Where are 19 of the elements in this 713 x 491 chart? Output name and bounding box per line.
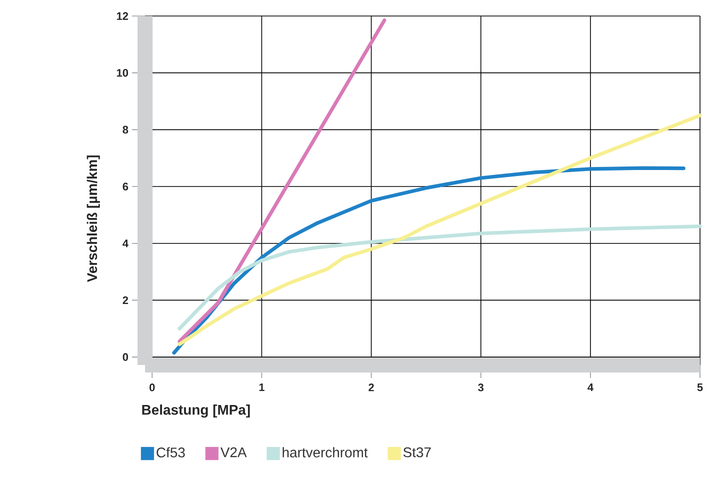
y-axis-title: Verschleiß [µm/km]	[86, 156, 100, 282]
y-tick-label: 10	[116, 68, 128, 77]
x-axis-title: Belastung [MPa]	[142, 404, 250, 418]
y-tick-label: 8	[122, 126, 128, 134]
x-tick-label: 5	[697, 384, 703, 392]
x-tick-label: 2	[368, 384, 374, 392]
x-tick-label: 3	[478, 384, 484, 392]
legend-label: V2A	[220, 447, 247, 458]
legend-label: Cf53	[156, 447, 185, 458]
x-tick-label: 0	[150, 384, 155, 392]
y-tick-label: 4	[122, 240, 128, 248]
x-tick-label: 1	[259, 384, 264, 392]
legend-label: hartverchromt	[282, 447, 368, 458]
y-tick-label: 2	[122, 296, 128, 304]
y-tick-label: 6	[122, 182, 128, 190]
y-tick-label: 0	[122, 353, 128, 361]
x-tick-label: 4	[588, 384, 594, 392]
y-tick-label: 12	[116, 12, 128, 20]
legend-label: St37	[403, 447, 431, 458]
